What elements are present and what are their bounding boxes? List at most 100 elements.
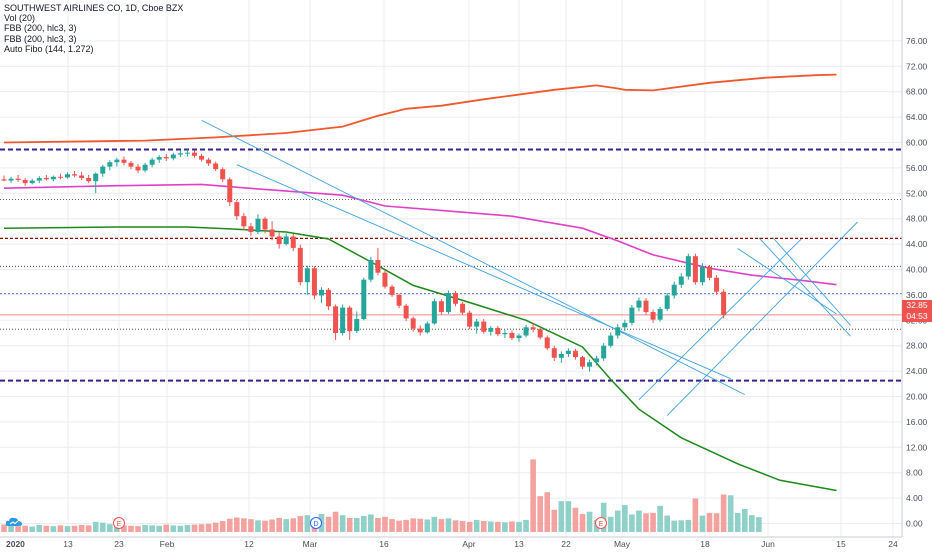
candle-body	[375, 259, 381, 273]
trend-line	[201, 119, 745, 395]
candle-body	[657, 308, 663, 320]
volume-bar	[727, 495, 734, 532]
volume-bar	[396, 520, 402, 532]
volume-bar	[43, 525, 50, 532]
volume-bar	[523, 519, 529, 532]
y-tick-label: 64.00	[906, 112, 928, 122]
candle-body	[664, 295, 670, 309]
candle-body	[326, 289, 332, 307]
candles	[1, 149, 727, 372]
candle-body	[601, 345, 607, 359]
volume-bar	[382, 516, 388, 532]
legend-fbb-2[interactable]: FBB (200, hlc3, 3)	[4, 33, 77, 44]
volume-bar	[71, 525, 78, 532]
x-tick-label: 2020	[6, 539, 25, 549]
candle-body	[248, 226, 254, 233]
trend-line	[772, 237, 851, 326]
candle-body	[107, 162, 113, 167]
volume-bar	[241, 518, 247, 532]
volume-bar	[325, 516, 332, 532]
volume-bar	[410, 518, 416, 532]
volume-bar	[332, 511, 339, 532]
volume-bar	[191, 524, 198, 532]
legend-vol[interactable]: Vol (20)	[4, 13, 36, 24]
legend-fbb-1[interactable]: FBB (200, hlc3, 3)	[4, 23, 77, 34]
volume-bar	[92, 521, 99, 532]
volume-bar	[290, 518, 297, 532]
symbol-title: SOUTHWEST AIRLINES CO, 1D, Cboe BZX	[4, 3, 184, 13]
volume-bar	[466, 521, 473, 532]
volume-bar	[537, 496, 543, 532]
fibo-levels	[0, 148, 902, 382]
candle-body	[149, 159, 155, 165]
candle-body	[424, 323, 430, 333]
price-axis-background	[902, 0, 932, 550]
volume-bar	[530, 459, 536, 532]
y-tick-label: 72.00	[906, 61, 928, 71]
candle-body	[516, 335, 522, 339]
volume-bar	[170, 525, 177, 532]
volume-bar	[64, 526, 71, 532]
candle-body	[537, 329, 543, 338]
candle-body	[361, 279, 367, 320]
candle-body	[262, 218, 268, 230]
volume-bar	[614, 510, 621, 532]
volume-bar	[219, 521, 226, 532]
candle-body	[276, 236, 282, 245]
trend-line	[638, 238, 802, 400]
volume-bar	[749, 515, 755, 532]
volume-bar	[57, 525, 64, 532]
legend-auto-fibo[interactable]: Auto Fibo (144, 1.272)	[4, 43, 94, 54]
candle-body	[64, 174, 70, 178]
candle-body	[594, 358, 600, 363]
tradingview-logo-icon[interactable]	[5, 516, 23, 528]
x-tick-label: Jun	[761, 539, 775, 549]
volume-bar	[304, 515, 311, 532]
candle-body	[255, 218, 261, 233]
upper-band-line	[3, 73, 837, 144]
volume-bar	[586, 511, 593, 532]
candle-body	[622, 322, 628, 328]
candle-body	[79, 175, 85, 179]
candle-body	[678, 276, 684, 285]
lower-band-line	[3, 226, 837, 492]
candle-body	[692, 256, 698, 283]
volume-bar	[121, 525, 127, 532]
candle-body	[509, 333, 515, 339]
candle-body	[234, 202, 240, 217]
volume-bar	[671, 520, 678, 532]
volume-bar	[664, 515, 670, 532]
volume-bar	[389, 519, 395, 532]
volume-bar	[198, 524, 205, 532]
candle-body	[1, 179, 7, 181]
candle-body	[580, 357, 586, 367]
candle-body	[572, 350, 578, 358]
volume-bar	[424, 519, 431, 532]
volume-bar	[156, 525, 163, 532]
candle-body	[8, 178, 14, 181]
volume-bar	[657, 505, 663, 532]
volume-bar	[417, 518, 424, 532]
grid	[0, 0, 902, 537]
candle-body	[318, 289, 324, 296]
candle-body	[410, 318, 416, 329]
volume-bar	[544, 492, 551, 532]
candle-body	[15, 178, 21, 180]
volume-bar	[255, 520, 261, 532]
volume-bar	[572, 507, 579, 532]
x-tick-label: 13	[514, 539, 524, 549]
volume-bar	[269, 519, 275, 532]
candle-body	[445, 292, 451, 313]
candle-body	[488, 327, 494, 332]
candle-body	[135, 166, 141, 171]
volume-bar	[678, 520, 685, 532]
y-tick-label: 4.00	[906, 493, 923, 503]
candle-body	[608, 335, 614, 346]
candle-body	[199, 155, 205, 160]
volume-bar	[558, 501, 565, 532]
candle-body	[177, 153, 183, 155]
y-tick-label: 76.00	[906, 36, 928, 46]
candle-body	[467, 312, 473, 327]
